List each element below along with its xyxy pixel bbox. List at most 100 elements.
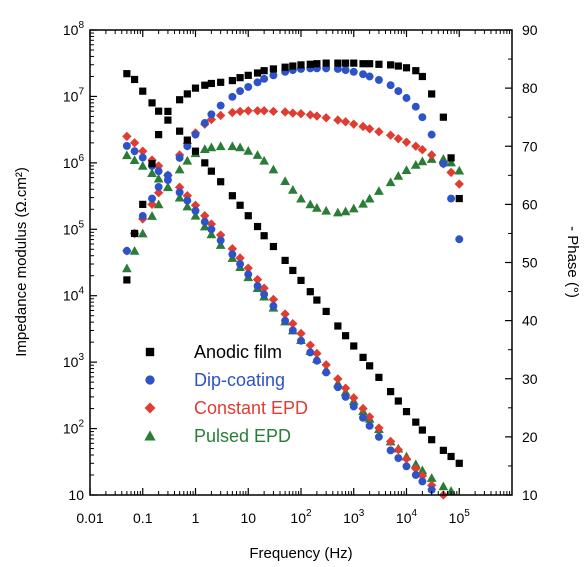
modulus-point [417,471,428,481]
phase-point [439,159,448,168]
phase-point [374,76,383,84]
phase-point [227,107,238,118]
phase-point [281,63,289,71]
phase-point [417,156,428,166]
series-dip-coating [122,64,464,494]
phase-point [183,142,192,151]
modulus-point [259,283,269,293]
phase-point [340,206,351,216]
phase-point [235,106,245,117]
phase-point [163,182,173,191]
modulus-point [297,336,305,345]
modulus-point [201,159,209,167]
phase-point [402,64,411,72]
phase-point [412,67,420,75]
phase-point [215,141,226,151]
phase-point [322,59,330,67]
phase-point [154,182,163,191]
phase-point [259,155,269,165]
modulus-point [393,445,404,455]
phase-point [269,71,278,80]
phase-point [333,207,343,217]
modulus-point [123,70,131,78]
phase-point [321,205,332,215]
phase-point [341,66,350,75]
phase-point [374,186,384,195]
phase-point [122,246,131,255]
modulus-point [228,192,236,200]
phase-point [418,72,426,81]
phase-point [253,69,262,77]
phase-point [359,70,367,79]
modulus-point [269,302,278,310]
series-pulsed-epd [122,141,465,495]
phase-point [374,127,384,137]
modulus-point [235,253,245,263]
modulus-point [236,201,244,209]
legend-marker [145,347,155,357]
phase-point [206,142,217,152]
phase-point [252,106,263,116]
x-axis: 0.01 0.1 1 10 102 103 104 105 [76,30,511,526]
modulus-point [366,362,374,370]
phase-point [259,106,269,116]
y2-tick-label: 40 [522,313,538,329]
phase-point [402,94,411,102]
series-constant-epd [122,106,464,500]
phase-point [130,229,139,238]
modulus-point [200,217,209,226]
phase-point [201,81,209,89]
y-axis-right-title: - Phase (°) [564,226,581,298]
modulus-point [321,360,331,370]
phase-point [217,78,225,86]
modulus-point [183,196,192,205]
modulus-point [236,260,245,268]
phase-point [306,60,314,68]
phase-point [296,193,306,203]
modulus-point [359,353,367,361]
phase-point [153,188,164,198]
phase-point [393,134,404,144]
modulus-point [153,161,164,171]
modulus-point [281,316,290,325]
phase-point [227,141,238,151]
modulus-point [446,486,456,495]
modulus-point [137,161,148,170]
modulus-point [191,206,200,215]
modulus-point [375,373,383,381]
x-tick-label: 105 [449,508,471,526]
phase-point [138,212,147,220]
phase-point [350,59,358,67]
modulus-point [260,232,268,240]
phase-point [244,83,253,91]
phase-point [148,160,156,168]
phase-point [401,137,412,147]
modulus-point [207,225,216,234]
phase-point [288,108,298,118]
modulus-point [394,397,402,405]
phase-point [447,194,456,203]
legend-marker [144,402,156,414]
phase-point [297,61,305,69]
phase-point [334,59,342,67]
phase-point [260,67,268,75]
legend-label: Constant EPD [194,398,308,418]
phase-point [426,150,437,160]
phase-point [200,119,209,127]
modulus-point [349,402,358,411]
modulus-point [427,485,436,494]
modulus-point [438,481,449,491]
phase-point [410,159,421,169]
modulus-point [200,211,210,221]
phase-point [235,142,245,152]
modulus-point [412,418,420,426]
modulus-point [312,356,321,365]
modulus-point [155,107,163,115]
modulus-point [190,210,201,220]
phase-point [454,179,464,189]
phase-point [207,110,216,119]
modulus-point [260,290,269,299]
modulus-point [138,153,147,162]
phase-point [393,171,404,180]
